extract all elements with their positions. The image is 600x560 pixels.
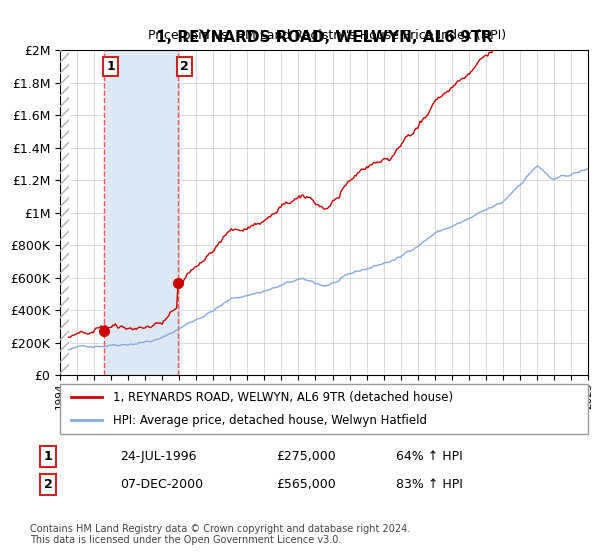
Text: £275,000: £275,000 xyxy=(276,450,336,463)
Title: 1, REYNARDS ROAD, WELWYN, AL6 9TR: 1, REYNARDS ROAD, WELWYN, AL6 9TR xyxy=(155,30,493,45)
Text: HPI: Average price, detached house, Welwyn Hatfield: HPI: Average price, detached house, Welw… xyxy=(113,414,427,427)
Bar xyxy=(104,50,178,375)
FancyBboxPatch shape xyxy=(60,384,588,434)
Text: £565,000: £565,000 xyxy=(276,478,336,491)
Text: 64% ↑ HPI: 64% ↑ HPI xyxy=(396,450,463,463)
Text: 1: 1 xyxy=(44,450,52,463)
Bar xyxy=(60,50,68,375)
Text: Price paid vs. HM Land Registry's House Price Index (HPI): Price paid vs. HM Land Registry's House … xyxy=(148,29,506,42)
Text: 07-DEC-2000: 07-DEC-2000 xyxy=(120,478,203,491)
Text: 2: 2 xyxy=(181,60,189,73)
Text: 83% ↑ HPI: 83% ↑ HPI xyxy=(396,478,463,491)
Text: 1: 1 xyxy=(106,60,115,73)
Text: 2: 2 xyxy=(44,478,52,491)
Bar xyxy=(60,50,68,375)
Text: 1, REYNARDS ROAD, WELWYN, AL6 9TR (detached house): 1, REYNARDS ROAD, WELWYN, AL6 9TR (detac… xyxy=(113,391,453,404)
Text: 24-JUL-1996: 24-JUL-1996 xyxy=(120,450,197,463)
Text: Contains HM Land Registry data © Crown copyright and database right 2024.
This d: Contains HM Land Registry data © Crown c… xyxy=(30,524,410,545)
Bar xyxy=(60,50,68,375)
